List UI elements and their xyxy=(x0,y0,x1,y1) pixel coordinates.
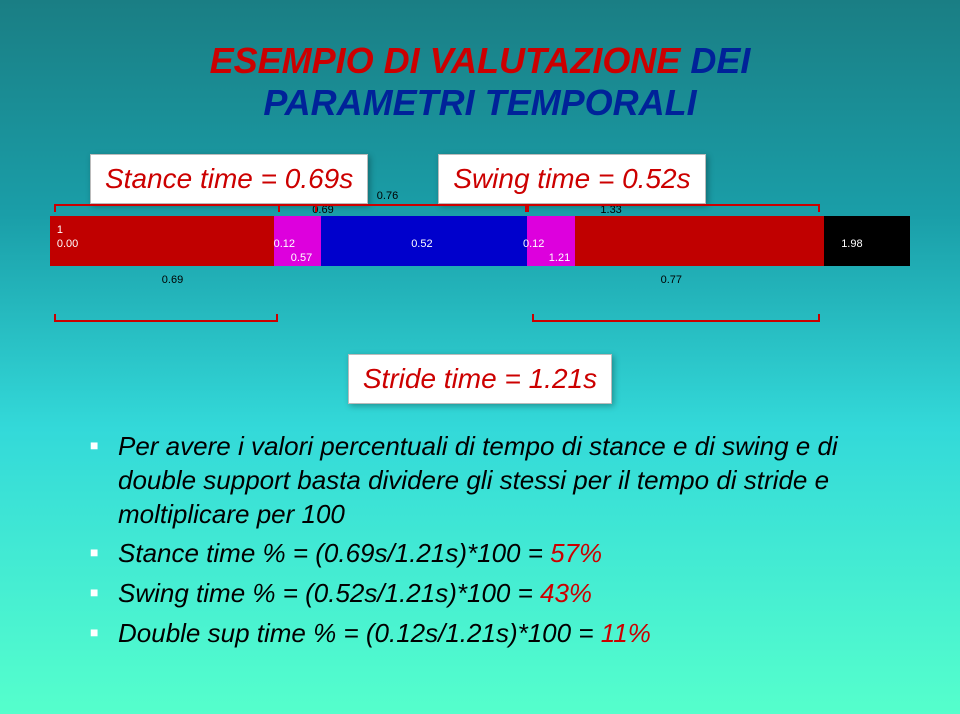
diagram-label: 0.52 xyxy=(411,238,432,250)
bullet-item: Stance time % = (0.69s/1.21s)*100 = 57% xyxy=(90,537,870,571)
title-part2: DEI xyxy=(680,40,750,81)
diagram-label: 1.98 xyxy=(841,238,862,250)
title-line2: PARAMETRI TEMPORALI xyxy=(0,82,960,124)
bullet-value: 43% xyxy=(540,578,592,608)
diagram-label: 0.69 xyxy=(162,274,183,286)
swing-time-box: Swing time = 0.52s xyxy=(438,154,705,204)
gait-segment-red xyxy=(50,216,274,266)
bullet-text: Swing time % = (0.52s/1.21s)*100 = xyxy=(118,578,540,608)
diagram-label: 1 xyxy=(57,224,63,236)
diagram-bracket xyxy=(278,204,527,212)
bullet-item: Swing time % = (0.52s/1.21s)*100 = 43% xyxy=(90,577,870,611)
diagram-label: 0.12 xyxy=(274,238,295,250)
diagram-label: 0.76 xyxy=(377,190,398,202)
bullet-text: Double sup time % = (0.12s/1.21s)*100 = xyxy=(118,618,601,648)
diagram-bracket xyxy=(527,204,819,212)
top-boxes-row: Stance time = 0.69s Swing time = 0.52s xyxy=(0,154,960,204)
diagram-label: 0.00 xyxy=(57,238,78,250)
diagram-label: 0.77 xyxy=(661,274,682,286)
bullet-item: Per avere i valori percentuali di tempo … xyxy=(90,430,870,531)
bullet-item: Double sup time % = (0.12s/1.21s)*100 = … xyxy=(90,617,870,651)
stance-time-box: Stance time = 0.69s xyxy=(90,154,368,204)
title-part1: ESEMPIO DI VALUTAZIONE xyxy=(210,40,681,81)
stride-time-box: Stride time = 1.21s xyxy=(348,354,612,404)
gait-diagram: 10.000.120.570.690.520.760.121.211.331.9… xyxy=(50,216,910,306)
bullet-value: 57% xyxy=(550,538,602,568)
diagram-bracket xyxy=(532,314,820,322)
bullet-text: Stance time % = (0.69s/1.21s)*100 = xyxy=(118,538,550,568)
bullet-value: 11% xyxy=(601,618,651,648)
bullet-list: Per avere i valori percentuali di tempo … xyxy=(90,430,870,651)
gait-segment-black xyxy=(824,216,910,266)
diagram-bracket xyxy=(54,314,278,322)
gait-segment-red xyxy=(575,216,824,266)
diagram-label: 1.21 xyxy=(549,252,570,264)
diagram-label: 0.12 xyxy=(523,238,544,250)
diagram-label: 0.57 xyxy=(291,252,312,264)
slide-title: ESEMPIO DI VALUTAZIONE DEI PARAMETRI TEM… xyxy=(0,0,960,124)
